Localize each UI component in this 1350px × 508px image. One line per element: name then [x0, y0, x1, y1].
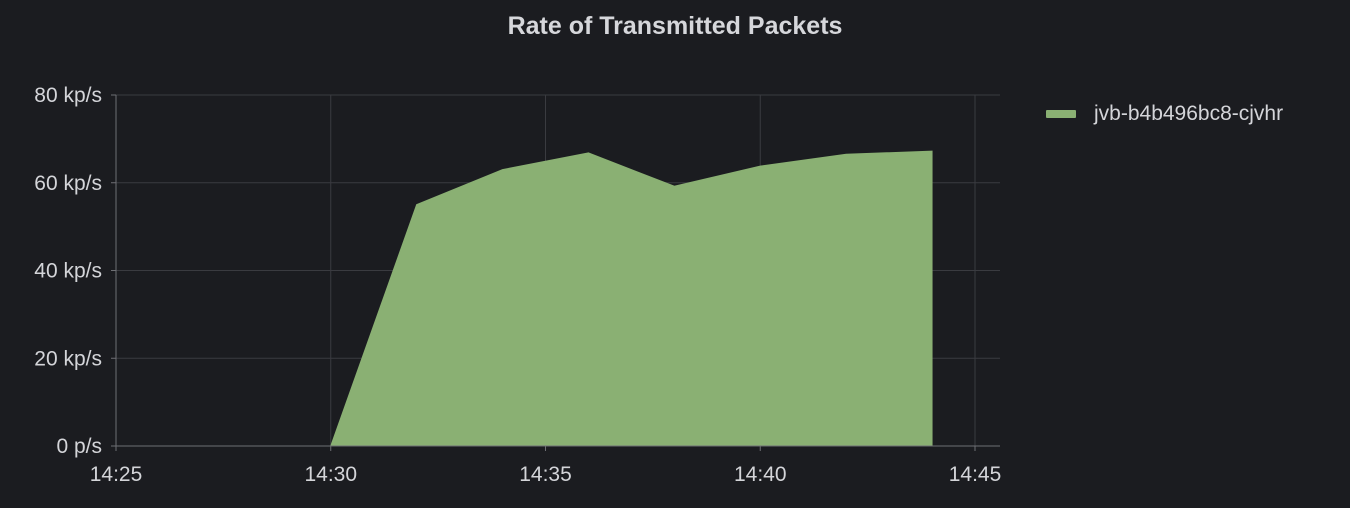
x-tick-label: 14:25 [90, 463, 143, 486]
legend-swatch [1046, 110, 1076, 118]
y-tick-label: 80 kp/s [34, 84, 102, 107]
chart-title: Rate of Transmitted Packets [507, 12, 843, 40]
x-tick-label: 14:40 [734, 463, 787, 486]
series-area [330, 150, 933, 447]
x-tick-label: 14:45 [949, 463, 1002, 486]
y-tick-label: 40 kp/s [34, 260, 102, 283]
x-tick-label: 14:35 [519, 463, 572, 486]
y-tick-label: 0 p/s [56, 435, 102, 458]
legend[interactable]: jvb-b4b496bc8-cjvhr [1046, 102, 1283, 126]
y-tick-label: 20 kp/s [34, 347, 102, 370]
legend-series-label[interactable]: jvb-b4b496bc8-cjvhr [1094, 102, 1284, 125]
tick-labels: 0 p/s 20 kp/s 40 kp/s 60 kp/s 80 kp/s 14:25 14… [34, 84, 1001, 486]
axis-layer [111, 94, 1000, 451]
y-tick-label: 60 kp/s [34, 172, 102, 195]
series-area-layer [330, 150, 933, 447]
x-tick-label: 14:30 [304, 463, 357, 486]
